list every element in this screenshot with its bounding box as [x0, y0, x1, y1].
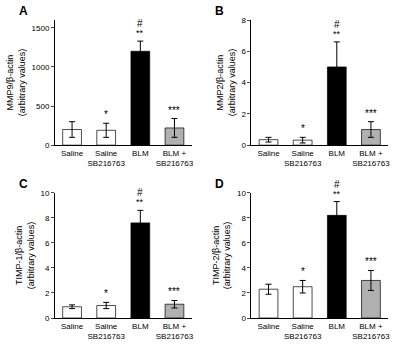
svg-text:TIMP-1/β-actin(arbitrary value: TIMP-1/β-actin(arbitrary values): [14, 222, 36, 290]
svg-text:0: 0: [45, 141, 50, 150]
svg-text:*: *: [104, 288, 108, 299]
svg-text:**: **: [136, 28, 144, 38]
svg-text:#: #: [334, 19, 340, 30]
svg-text:1500: 1500: [32, 24, 50, 33]
svg-text:***: ***: [365, 108, 377, 119]
svg-text:8: 8: [241, 16, 246, 25]
svg-text:*: *: [104, 109, 108, 120]
svg-text:TIMP-2/β-actin(arbitrary value: TIMP-2/β-actin(arbitrary values): [211, 222, 233, 290]
svg-text:SalineSB216763: SalineSB216763: [284, 322, 322, 341]
svg-text:BLM: BLM: [329, 149, 346, 158]
svg-text:MMP9/β-actin(arbitrary values): MMP9/β-actin(arbitrary values): [5, 49, 27, 117]
svg-text:**: **: [333, 189, 341, 199]
svg-text:4: 4: [241, 264, 246, 273]
svg-text:SalineSB216763: SalineSB216763: [88, 322, 126, 341]
svg-text:#: #: [137, 18, 143, 29]
svg-text:10: 10: [237, 189, 246, 198]
svg-text:8: 8: [45, 214, 50, 223]
svg-text:***: ***: [168, 105, 180, 116]
svg-text:6: 6: [241, 239, 246, 248]
svg-text:4: 4: [45, 264, 50, 273]
svg-text:BLM: BLM: [329, 322, 346, 331]
svg-text:*: *: [301, 266, 305, 277]
svg-text:BLM +SB216763: BLM +SB216763: [352, 149, 390, 168]
svg-text:#: #: [334, 179, 340, 190]
svg-text:Saline: Saline: [61, 149, 84, 158]
svg-text:**: **: [136, 197, 144, 207]
svg-text:A: A: [19, 4, 28, 18]
svg-text:8: 8: [241, 214, 246, 223]
svg-text:**: **: [333, 29, 341, 39]
svg-text:2: 2: [45, 289, 50, 298]
svg-text:6: 6: [241, 47, 246, 56]
svg-text:4: 4: [241, 78, 246, 87]
svg-text:2: 2: [241, 110, 246, 119]
svg-text:SalineSB216763: SalineSB216763: [284, 149, 322, 168]
svg-text:BLM: BLM: [132, 149, 149, 158]
svg-text:C: C: [19, 177, 28, 191]
svg-text:500: 500: [36, 102, 50, 111]
svg-text:***: ***: [168, 286, 180, 297]
svg-text:B: B: [215, 4, 224, 18]
svg-text:BLM +SB216763: BLM +SB216763: [352, 322, 390, 341]
svg-text:1000: 1000: [32, 63, 50, 72]
svg-text:MMP2/β-actin(arbitrary values): MMP2/β-actin(arbitrary values): [215, 49, 237, 117]
svg-text:*: *: [301, 123, 305, 134]
svg-text:0: 0: [241, 141, 246, 150]
svg-text:Saline: Saline: [61, 322, 84, 331]
svg-text:BLM +SB216763: BLM +SB216763: [156, 322, 194, 341]
svg-text:10: 10: [40, 189, 49, 198]
svg-text:0: 0: [45, 314, 50, 323]
svg-text:Saline: Saline: [257, 322, 280, 331]
svg-text:D: D: [215, 177, 224, 191]
svg-text:2: 2: [241, 289, 246, 298]
svg-text:BLM +SB216763: BLM +SB216763: [156, 149, 194, 168]
svg-text:#: #: [137, 187, 143, 198]
svg-text:0: 0: [241, 314, 246, 323]
svg-text:Saline: Saline: [257, 149, 280, 158]
svg-text:***: ***: [365, 256, 377, 267]
svg-text:6: 6: [45, 239, 50, 248]
svg-text:SalineSB216763: SalineSB216763: [88, 149, 126, 168]
svg-text:BLM: BLM: [132, 322, 149, 331]
